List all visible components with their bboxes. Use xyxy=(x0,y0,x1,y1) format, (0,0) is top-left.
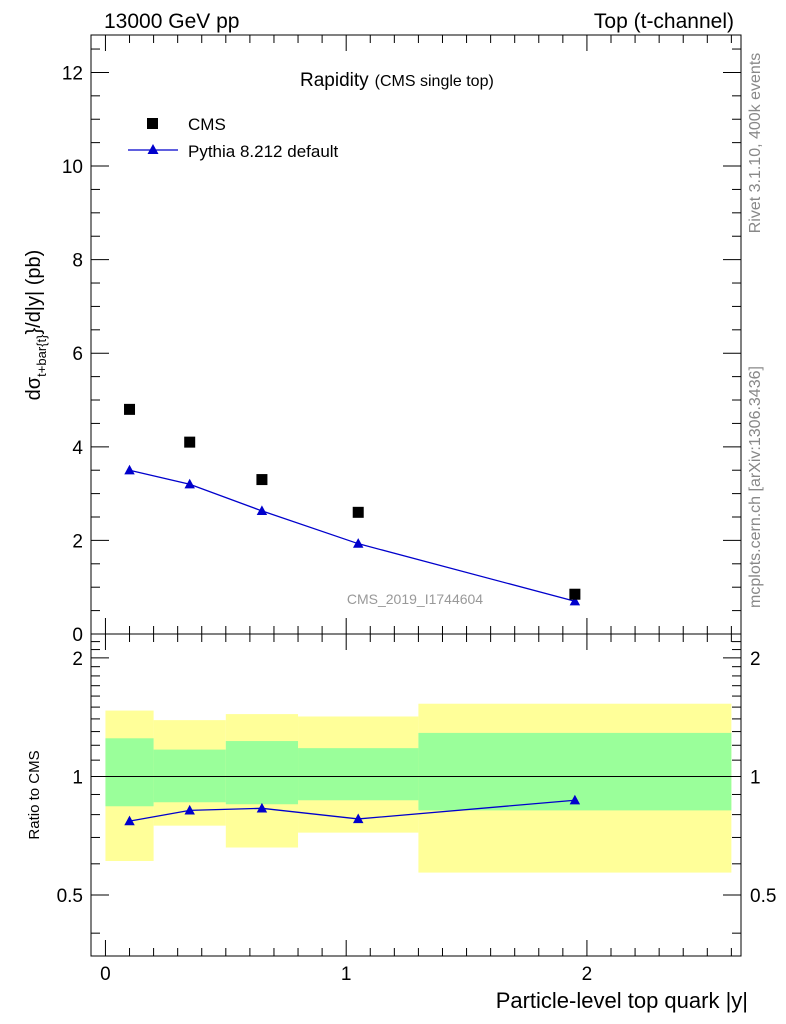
legend-cms-marker xyxy=(147,118,158,129)
ratio-series xyxy=(124,794,581,826)
ratio-band-inner-3 xyxy=(298,748,419,801)
y-tick-label-main-4: 8 xyxy=(72,251,83,272)
legend: CMS Pythia 8.212 default xyxy=(128,115,339,161)
y-axis-label-main: dσt+bar{t}}/d|y| (pb) xyxy=(23,250,49,401)
mcplots-label: mcplots.cern.ch [arXiv:1306.3436] xyxy=(747,366,764,608)
header-right: Top (t-channel) xyxy=(594,10,734,33)
y-tick-label-main-0: 0 xyxy=(72,625,83,646)
x-tick-label-1: 1 xyxy=(341,964,352,985)
cms-point-0 xyxy=(124,403,136,415)
ratio-band-inner-0 xyxy=(105,738,154,807)
ratio-mc-point-2 xyxy=(256,802,268,813)
cms-point-2 xyxy=(256,474,268,486)
y-tick-label-ratio-right-2: 2 xyxy=(750,649,761,670)
x-tick-label-2: 2 xyxy=(582,964,593,985)
y-tick-label-ratio-left-1: 1 xyxy=(72,767,83,788)
ratio-frame xyxy=(90,633,742,957)
cms-point-3 xyxy=(352,506,364,518)
pythia-line xyxy=(129,469,576,602)
plot-title: Rapidity (CMS single top) xyxy=(300,70,494,91)
ratio-bands xyxy=(105,703,732,873)
y-axis-label-ratio: Ratio to CMS xyxy=(26,750,43,839)
pythia-point-0 xyxy=(124,464,135,475)
x-tick-label-0: 0 xyxy=(100,964,111,985)
header-left: 13000 GeV pp xyxy=(104,10,239,33)
main-series xyxy=(124,403,581,606)
ratio-mc-point-1 xyxy=(184,804,195,815)
y-tick-label-ratio-right-0: 0.5 xyxy=(750,886,776,907)
axis-ticks xyxy=(91,35,741,956)
ratio-band-inner-2 xyxy=(225,741,299,805)
ratio-mc-point-0 xyxy=(124,815,135,826)
y-tick-label-main-5: 10 xyxy=(62,157,83,178)
y-tick-label-main-6: 12 xyxy=(62,63,83,84)
legend-pythia-marker xyxy=(147,144,159,154)
x-axis-label: Particle-level top quark |y| xyxy=(496,988,748,1013)
y-tick-label-main-3: 6 xyxy=(72,344,83,365)
pythia-point-4 xyxy=(569,595,581,606)
y-tick-label-main-1: 2 xyxy=(72,531,83,552)
legend-cms-label: CMS xyxy=(188,115,226,134)
ratio-mc-point-4 xyxy=(569,794,581,805)
analysis-watermark: CMS_2019_I1744604 xyxy=(347,591,483,607)
y-tick-label-main-2: 4 xyxy=(72,438,83,459)
y-tick-label-ratio-right-1: 1 xyxy=(750,767,761,788)
ratio-mc-point-3 xyxy=(352,813,364,824)
pythia-point-3 xyxy=(352,538,364,548)
pythia-point-2 xyxy=(256,505,268,516)
y-tick-label-ratio-left-2: 2 xyxy=(72,649,83,670)
cms-point-4 xyxy=(569,588,581,600)
pythia-point-1 xyxy=(184,478,195,489)
cms-point-1 xyxy=(184,436,196,448)
rivet-version-label: Rivet 3.1.10, 400k events xyxy=(747,53,764,234)
legend-pythia-label: Pythia 8.212 default xyxy=(188,142,339,161)
y-tick-label-ratio-left-0: 0.5 xyxy=(57,886,83,907)
ratio-band-inner-1 xyxy=(153,749,226,803)
